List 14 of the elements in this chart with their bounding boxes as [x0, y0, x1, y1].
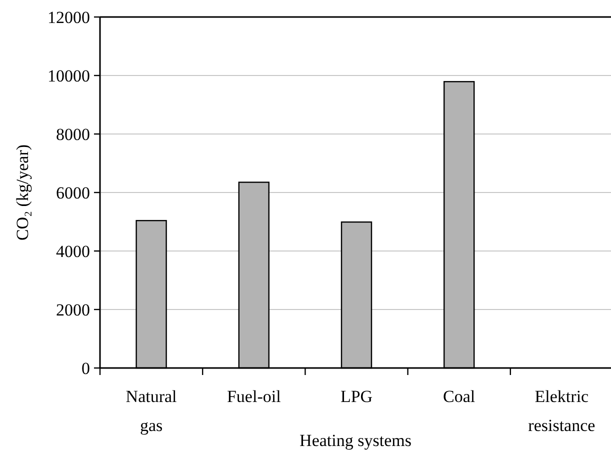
x-tick-label: Fuel-oil [226, 387, 282, 406]
y-axis-title: CO₂ (kg/year) [13, 144, 32, 241]
x-tick-label: Elektric resistance [528, 387, 596, 435]
y-tick-label: 12000 [48, 8, 90, 27]
x-tick-label: Natural gas [126, 387, 178, 435]
y-tick-label: 8000 [56, 124, 90, 144]
y-tick-label: 2000 [56, 300, 90, 320]
y-tick-label: 6000 [56, 183, 90, 202]
y-tick-label: 10000 [48, 66, 90, 86]
x-tick-label: LPG [340, 387, 373, 406]
y-tick-label: 0 [82, 358, 90, 378]
x-axis-title: Heating systems [300, 431, 412, 450]
x-tick-label: Coal [443, 387, 476, 406]
y-tick-label: 4000 [56, 242, 90, 261]
